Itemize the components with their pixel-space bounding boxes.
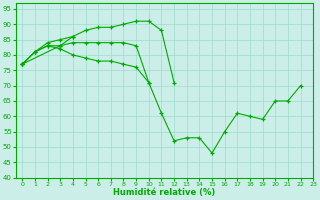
X-axis label: Humidité relative (%): Humidité relative (%) bbox=[114, 188, 216, 197]
